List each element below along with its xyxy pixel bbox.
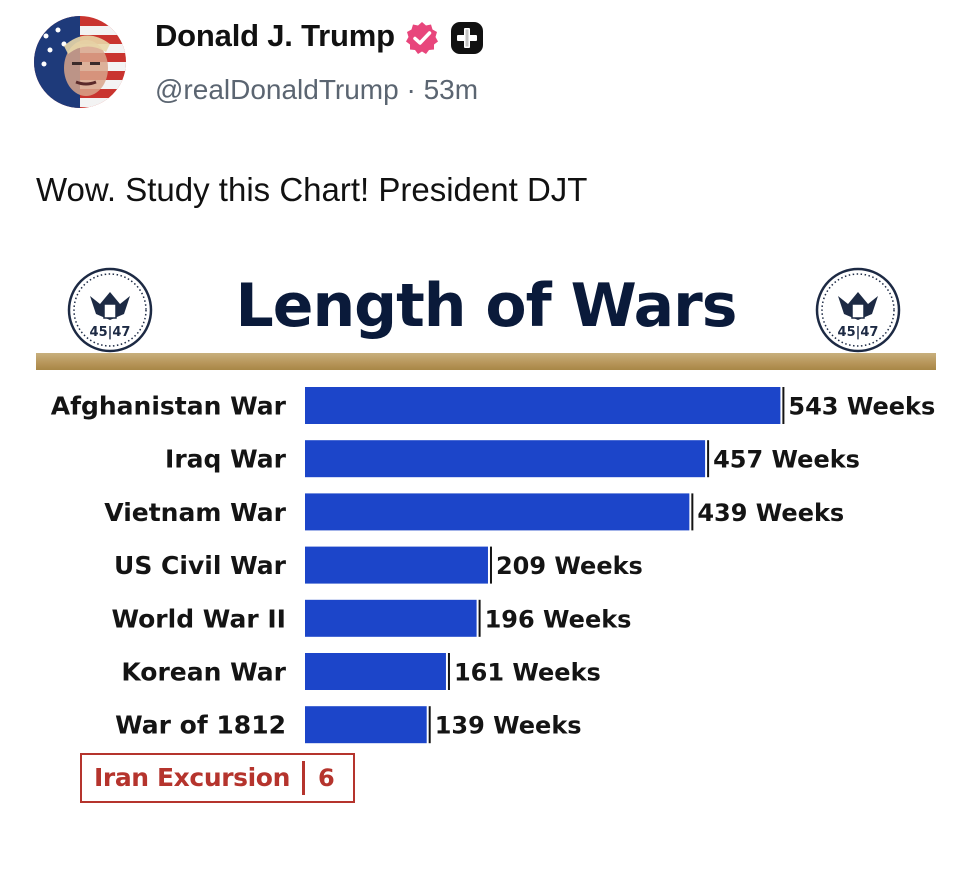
bar-chart: Afghanistan War 543 Weeks Iraq War 457 Week…	[51, 387, 935, 744]
bar-end-tick	[707, 440, 710, 478]
presidential-seal-icon: 45|47	[67, 267, 153, 353]
bar-end-tick	[691, 493, 694, 531]
author-name[interactable]: Donald J. Trump	[155, 18, 395, 53]
bar-end-tick	[478, 599, 481, 637]
value-label: 439 Weeks	[697, 499, 844, 527]
value-label: 457 Weeks	[713, 446, 860, 474]
bar	[305, 706, 427, 744]
bar	[305, 440, 706, 478]
category-label: Afghanistan War	[51, 392, 287, 421]
highlight-box: Iran Excursion 6	[80, 753, 355, 803]
gold-divider	[36, 353, 936, 370]
meta-separator: ·	[406, 74, 416, 105]
highlight-value-label: 6	[318, 764, 335, 792]
bar	[305, 653, 446, 690]
avatar[interactable]	[34, 16, 126, 108]
category-label: World War II	[111, 604, 286, 633]
author-handle[interactable]: @realDonaldTrump	[155, 74, 399, 105]
value-label: 196 Weeks	[485, 605, 632, 633]
category-label: US Civil War	[114, 551, 287, 580]
seal-text: 45|47	[838, 325, 879, 340]
bar	[305, 599, 477, 637]
value-label: 161 Weeks	[454, 659, 601, 687]
highlight-divider	[302, 761, 305, 795]
bar-end-tick	[489, 546, 492, 584]
plus-badge-icon	[451, 22, 483, 54]
post-text: Wow. Study this Chart! President DJT	[36, 171, 588, 208]
category-label: War of 1812	[115, 711, 286, 740]
bar	[305, 493, 690, 531]
avatar-image	[34, 16, 126, 108]
handle-and-time: @realDonaldTrump · 53m	[155, 72, 478, 108]
bar	[305, 387, 781, 424]
category-label: Iraq War	[165, 445, 287, 474]
bar-end-tick	[782, 387, 785, 424]
category-label: Korean War	[121, 658, 286, 687]
category-label: Vietnam War	[104, 498, 286, 527]
value-label: 209 Weeks	[496, 552, 643, 580]
seal-text: 45|47	[90, 325, 131, 340]
highlight-category-label: Iran Excursion	[94, 763, 290, 792]
bar	[305, 546, 488, 584]
chart-title: Length of Wars	[235, 271, 738, 341]
presidential-seal-icon: 45|47	[815, 267, 901, 353]
bar-end-tick	[428, 706, 431, 744]
post-time[interactable]: 53m	[423, 74, 479, 105]
attached-chart-image[interactable]: 45|47 Length of Wars 45|47 Afghanistan W…	[0, 248, 972, 838]
value-label: 139 Weeks	[435, 712, 582, 740]
value-label: 543 Weeks	[788, 393, 935, 421]
bar-end-tick	[447, 653, 450, 690]
verified-badge-icon	[406, 22, 438, 54]
